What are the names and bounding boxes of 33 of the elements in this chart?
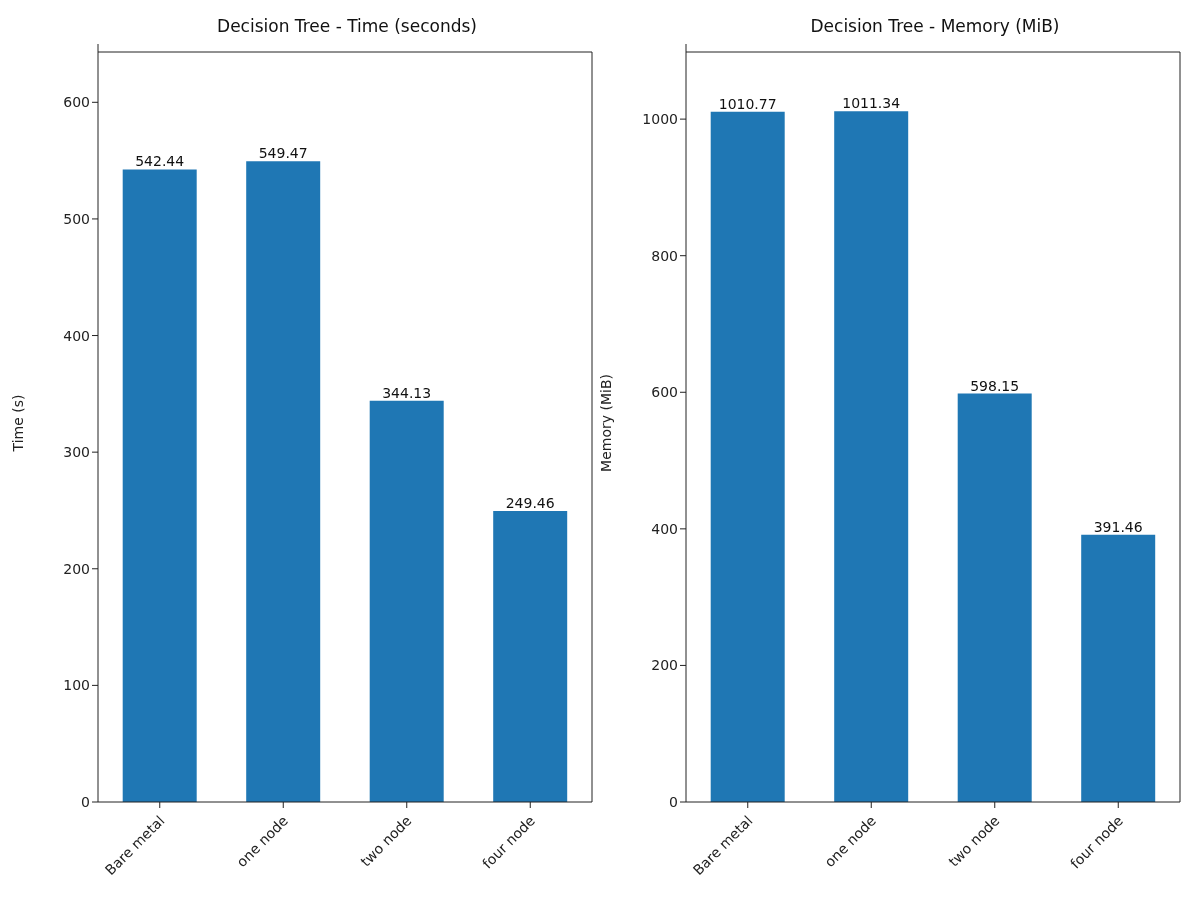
y-tick-label: 500 <box>63 210 90 227</box>
y-tick-label: 800 <box>651 247 678 264</box>
data-label: 1011.34 <box>842 95 901 112</box>
data-label: 542.44 <box>135 153 185 170</box>
y-tick-label: 600 <box>63 94 90 111</box>
y-axis-title: Memory (MiB) <box>597 374 614 472</box>
y-tick-label: 0 <box>669 793 678 810</box>
bar <box>493 511 568 802</box>
y-tick-label: 600 <box>651 384 678 401</box>
data-label: 344.13 <box>382 384 432 401</box>
data-label: 249.46 <box>505 495 555 512</box>
bar <box>957 393 1032 802</box>
y-tick-label: 200 <box>651 657 678 674</box>
bar <box>369 400 444 802</box>
y-tick-label: 400 <box>651 520 678 537</box>
y-tick-label: 0 <box>81 793 90 810</box>
data-label: 598.15 <box>970 377 1020 394</box>
y-axis-title: Time (s) <box>9 394 26 453</box>
y-tick-label: 200 <box>63 560 90 577</box>
data-label: 391.46 <box>1093 518 1143 535</box>
chart-title: Decision Tree - Memory (MiB) <box>809 16 1061 36</box>
bar <box>246 161 321 802</box>
y-tick-label: 1000 <box>642 111 678 128</box>
bar <box>834 111 909 802</box>
bar <box>122 169 197 802</box>
bar <box>1081 534 1156 802</box>
data-label: 549.47 <box>258 145 308 162</box>
bar <box>710 111 785 802</box>
y-tick-label: 300 <box>63 444 90 461</box>
y-tick-label: 100 <box>63 677 90 694</box>
data-label: 1010.77 <box>718 95 777 112</box>
chart-title: Decision Tree - Time (seconds) <box>216 16 478 36</box>
y-tick-label: 400 <box>63 327 90 344</box>
